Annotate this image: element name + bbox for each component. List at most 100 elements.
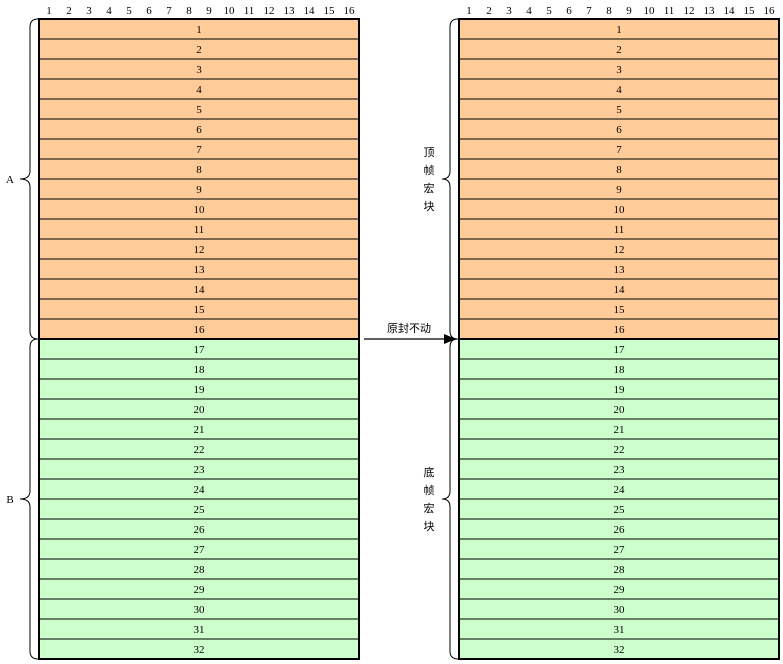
right-row-number: 32 xyxy=(614,644,625,656)
brace-b-icon xyxy=(19,338,39,660)
right-column-number: 8 xyxy=(606,5,612,17)
right-column-number: 11 xyxy=(664,5,675,17)
right-column-number: 10 xyxy=(644,5,656,17)
bottom-field-char-2: 帧 xyxy=(424,483,435,497)
left-column-number: 15 xyxy=(324,5,336,17)
right-row-number: 21 xyxy=(614,424,625,436)
left-column-number: 13 xyxy=(284,5,296,17)
right-row-number: 29 xyxy=(614,584,626,596)
right-row-number: 8 xyxy=(616,164,622,176)
brace-a-icon xyxy=(19,18,39,340)
right-row-number: 24 xyxy=(614,484,626,496)
right-row-number: 16 xyxy=(614,324,626,336)
right-column-number: 9 xyxy=(626,5,632,17)
right-row-number: 1 xyxy=(616,24,622,36)
left-macroblock-grid: 1 2 3 4 5 6 7 8 9 10 11 12 13 14 15 1612345678910111213… xyxy=(38,5,360,660)
left-row-number: 14 xyxy=(194,284,206,296)
left-row-number: 11 xyxy=(194,224,205,236)
top-field-char-4: 块 xyxy=(424,200,435,213)
right-row-number: 18 xyxy=(614,364,626,376)
left-column-number: 4 xyxy=(106,5,112,17)
left-row-number: 2 xyxy=(196,44,202,56)
left-column-number: 2 xyxy=(66,5,72,17)
left-row-number: 26 xyxy=(194,524,206,536)
top-field-char-3: 宏 xyxy=(424,181,435,195)
right-column-number: 4 xyxy=(526,5,532,17)
right-row-number: 4 xyxy=(616,84,622,96)
right-row-number: 22 xyxy=(614,444,625,456)
right-column-number: 7 xyxy=(586,5,592,17)
left-column-number: 3 xyxy=(86,5,92,17)
left-row-number: 32 xyxy=(194,644,205,656)
left-row-number: 17 xyxy=(194,344,206,356)
left-row-number: 9 xyxy=(196,184,202,196)
right-column-number: 3 xyxy=(506,5,512,17)
left-column-number: 8 xyxy=(186,5,192,17)
left-row-number: 4 xyxy=(196,84,202,96)
left-row-number: 21 xyxy=(194,424,205,436)
right-column-number: 2 xyxy=(486,5,492,17)
right-row-number: 25 xyxy=(614,504,626,516)
right-row-number: 9 xyxy=(616,184,622,196)
right-row-number: 20 xyxy=(614,404,626,416)
right-macroblock-grid: 1 2 3 4 5 6 7 8 9 10 11 12 13 14 15 1612345678910111213… xyxy=(458,5,780,660)
right-column-number: 13 xyxy=(704,5,716,17)
top-field-char-2: 帧 xyxy=(424,163,435,177)
left-column-number: 1 xyxy=(46,5,52,17)
left-row-number: 13 xyxy=(194,264,206,276)
left-row-number: 6 xyxy=(196,124,202,136)
right-row-number: 23 xyxy=(614,464,626,476)
right-row-number: 31 xyxy=(614,624,625,636)
left-column-number: 11 xyxy=(244,5,255,17)
right-column-number: 6 xyxy=(566,5,572,17)
transfer-arrowhead-icon xyxy=(444,334,456,344)
right-column-number: 5 xyxy=(546,5,552,17)
left-row-number: 5 xyxy=(196,104,202,116)
top-field-char-1: 顶 xyxy=(424,146,435,159)
brace-bottom-field-icon xyxy=(441,338,459,660)
right-row-number: 14 xyxy=(614,284,626,296)
left-row-number: 18 xyxy=(194,364,206,376)
left-row-number: 15 xyxy=(194,304,206,316)
right-column-number: 12 xyxy=(684,5,695,17)
left-row-number: 8 xyxy=(196,164,202,176)
label-b: B xyxy=(6,494,13,506)
right-row-number: 19 xyxy=(614,384,626,396)
transfer-label: 原封不动 xyxy=(387,321,431,335)
left-row-number: 29 xyxy=(194,584,206,596)
brace-top-field-icon xyxy=(441,18,459,340)
left-column-number: 16 xyxy=(344,5,356,17)
left-column-number: 7 xyxy=(166,5,172,17)
left-row-number: 28 xyxy=(194,564,206,576)
label-a: A xyxy=(6,174,14,186)
left-row-number: 12 xyxy=(194,244,205,256)
right-column-number: 1 xyxy=(466,5,472,17)
left-column-number: 10 xyxy=(224,5,236,17)
right-column-number: 16 xyxy=(764,5,776,17)
right-column-number: 15 xyxy=(744,5,756,17)
right-row-number: 17 xyxy=(614,344,626,356)
left-row-number: 22 xyxy=(194,444,205,456)
right-column-number: 14 xyxy=(724,5,736,17)
left-row-number: 16 xyxy=(194,324,206,336)
right-row-number: 6 xyxy=(616,124,622,136)
right-row-number: 12 xyxy=(614,244,625,256)
left-column-number: 14 xyxy=(304,5,316,17)
left-row-number: 1 xyxy=(196,24,202,36)
left-row-number: 3 xyxy=(196,64,202,76)
right-row-number: 3 xyxy=(616,64,622,76)
right-row-number: 11 xyxy=(614,224,625,236)
left-row-number: 20 xyxy=(194,404,206,416)
left-row-number: 25 xyxy=(194,504,206,516)
right-row-number: 2 xyxy=(616,44,622,56)
right-row-number: 15 xyxy=(614,304,626,316)
left-column-number: 12 xyxy=(264,5,275,17)
left-row-number: 10 xyxy=(194,204,206,216)
left-row-number: 19 xyxy=(194,384,206,396)
left-column-number: 6 xyxy=(146,5,152,17)
left-row-number: 27 xyxy=(194,544,206,556)
bottom-field-char-4: 块 xyxy=(424,520,435,533)
left-row-number: 7 xyxy=(196,144,202,156)
left-row-number: 30 xyxy=(194,604,206,616)
